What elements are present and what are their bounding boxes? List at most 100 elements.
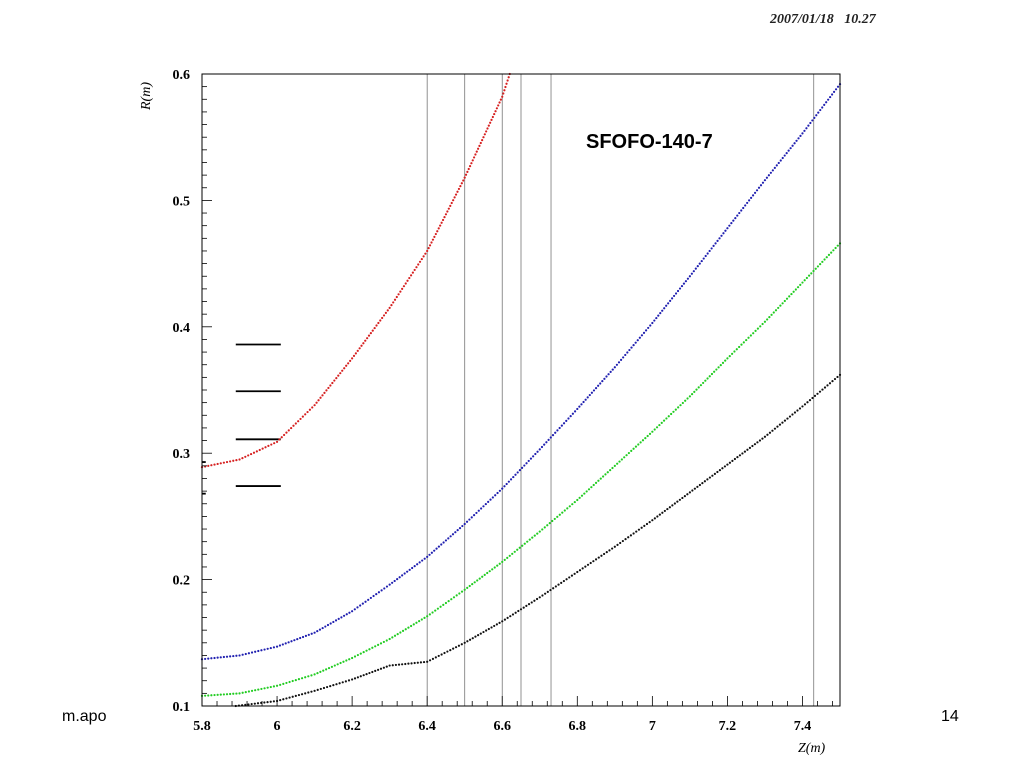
series-2-dot (585, 490, 588, 493)
series-3-dot (479, 632, 482, 635)
series-1-dot (489, 498, 492, 501)
series-2-dot (719, 363, 722, 367)
y-tick-label: 0.1 (173, 700, 191, 715)
series-2-dot (704, 379, 707, 382)
series-3-dot (279, 699, 282, 702)
series-2-dot (658, 423, 661, 427)
series-2-dot (325, 668, 328, 671)
series-1-dot (296, 638, 299, 641)
series-0-dot (426, 249, 429, 253)
series-3-dot (256, 702, 260, 705)
series-2-dot (779, 304, 782, 307)
series-3-dot (821, 388, 824, 391)
series-2-dot (814, 267, 817, 270)
series-2-dot (827, 253, 831, 257)
series-2-dot (805, 276, 808, 280)
series-1-dot (318, 628, 322, 631)
series-0-dot (238, 458, 241, 461)
series-1-dot (777, 161, 780, 165)
series-1-dot (413, 565, 416, 568)
series-1-dot (578, 405, 581, 408)
series-2-dot (759, 325, 762, 328)
series-1-dot (321, 626, 324, 630)
series-1-dot (700, 259, 703, 263)
series-3-dot (541, 594, 544, 597)
series-2-dot (556, 515, 559, 518)
series-1-dot (527, 459, 530, 463)
series-0-dot (504, 85, 507, 89)
series-1-dot (310, 632, 313, 635)
series-1-dot (571, 412, 574, 415)
series-3-dot (803, 403, 807, 406)
series-1-dot (667, 302, 670, 305)
series-3-dot (663, 509, 666, 513)
series-1-dot (773, 166, 776, 169)
series-2-dot (345, 659, 348, 662)
series-1-dot (269, 646, 272, 650)
series-1-dot (351, 610, 354, 613)
series-3-dot (608, 549, 611, 552)
series-2-dot (728, 355, 731, 358)
series-2-dot (836, 244, 839, 247)
series-3-dot (353, 677, 357, 680)
series-3-dot (781, 421, 784, 424)
series-0-dot (393, 298, 397, 301)
series-2-dot (735, 348, 738, 351)
series-2-dot (307, 675, 310, 678)
series-0-dot (433, 235, 436, 238)
series-3-dot (397, 663, 401, 666)
series-3-dot (552, 587, 555, 590)
series-2-dot (641, 439, 645, 442)
series-1-dot (463, 522, 466, 526)
series-0-dot (440, 221, 443, 224)
series-2-dot (310, 674, 313, 677)
series-2-dot (637, 443, 640, 446)
series-2-dot (300, 677, 304, 680)
series-1-dot (698, 262, 701, 265)
series-2-dot (630, 449, 633, 453)
series-2-dot (763, 320, 767, 323)
series-2-dot (513, 550, 516, 553)
series-1-dot (655, 316, 658, 320)
series-1-dot (558, 426, 561, 430)
series-0-dot (270, 443, 273, 446)
series-0-dot (468, 164, 472, 168)
series-3-dot (557, 583, 560, 586)
series-0-dot (411, 271, 414, 274)
series-2-dot (442, 603, 445, 606)
series-1-dot (272, 646, 276, 649)
series-1-dot (406, 570, 409, 573)
series-3-dot (758, 439, 762, 442)
series-2-dot (468, 584, 471, 588)
series-3-dot (351, 678, 354, 681)
series-3-dot (766, 433, 769, 436)
series-3-dot (576, 570, 579, 574)
series-2-dot (431, 611, 434, 614)
timestamp: 2007/01/18 10.27 (770, 12, 876, 27)
series-3-dot (808, 399, 812, 402)
series-1-dot (364, 600, 367, 603)
series-1-dot (543, 443, 546, 446)
series-3-dot (833, 377, 837, 381)
series-1-dot (247, 652, 251, 655)
series-1-dot (815, 114, 818, 117)
series-1-dot (634, 341, 637, 344)
series-1-dot (672, 294, 676, 298)
series-3-dot (773, 427, 777, 430)
series-3-dot (637, 528, 641, 531)
series-0-dot (247, 454, 250, 457)
series-2-dot (288, 680, 291, 684)
series-0-dot (369, 332, 372, 335)
series-2-dot (222, 693, 225, 696)
series-1-dot (712, 244, 715, 248)
series-1-dot (588, 393, 591, 397)
series-3-dot (538, 596, 541, 599)
series-0-dot (507, 76, 510, 79)
series-2-dot (235, 692, 238, 695)
series-2-dot (420, 618, 423, 621)
series-3-dot (457, 644, 461, 647)
series-2-dot (385, 639, 388, 642)
series-2-dot (488, 570, 491, 573)
series-3-dot (519, 608, 523, 611)
series-1-dot (396, 577, 399, 581)
